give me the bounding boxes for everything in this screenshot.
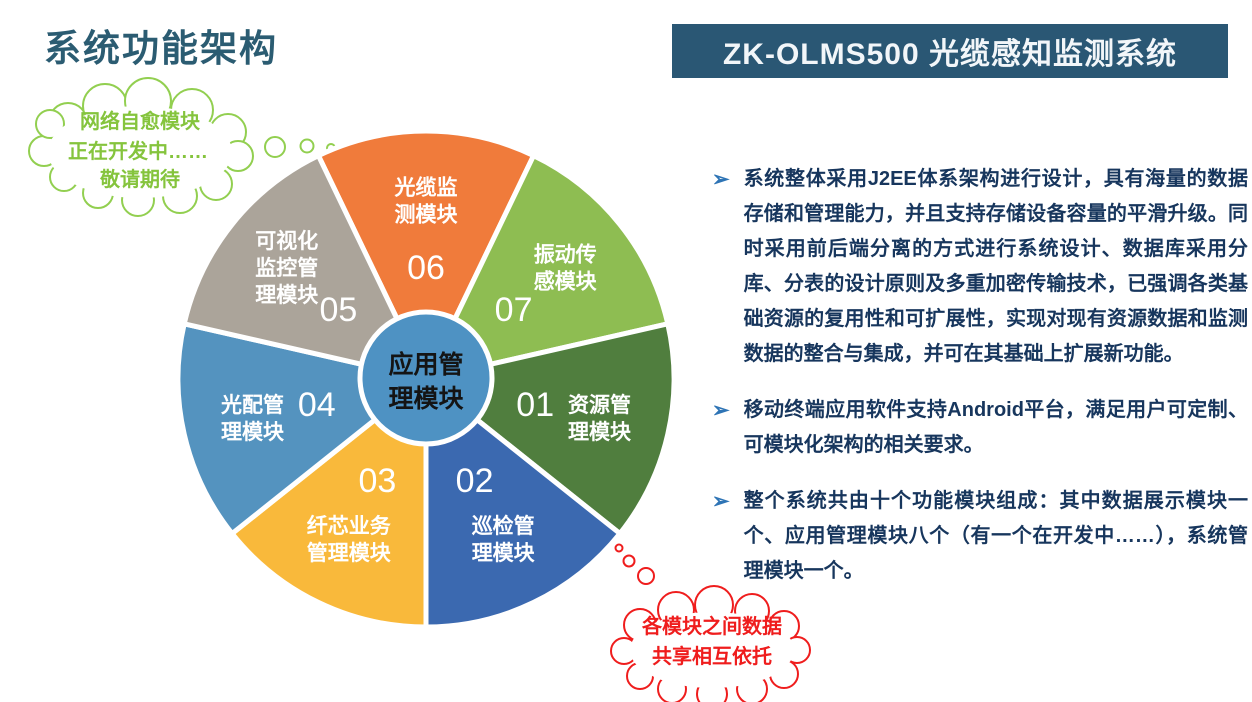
pie-slice-label-04: 理模块 [221,420,285,444]
pie-slice-06 [315,128,537,382]
pie-center-circle [357,309,495,447]
bullet-text-1: 系统整体采用J2EE体系架构进行设计，具有海量的数据存储和管理能力，并且支持存储… [743,168,1248,365]
pie-slice-label-05: 理模块 [255,283,319,307]
pie-slice-number-06: 06 [407,249,445,287]
pie-slice-number-04: 04 [298,386,336,424]
bullet-item-2: ➢ 移动终端应用软件支持Android平台，满足用户可定制、可模块化架构的相关要… [712,393,1248,463]
green-thought-cloud [28,77,254,217]
green-cloud-line-3: 敬请期待 [99,167,180,191]
pie-slice-number-02: 02 [456,462,494,500]
green-cloud-text: 网络自愈模块 正在开发中…… 敬请期待 [68,109,208,191]
bullet-item-1: ➢ 系统整体采用J2EE体系架构进行设计，具有海量的数据存储和管理能力，并且支持… [712,162,1248,372]
pie-slice-label-07: 感模块 [534,270,598,294]
pie-slice-label-01: 理模块 [568,420,632,444]
pie-slice-number-03: 03 [358,462,396,500]
bullet-arrow-icon: ➢ [712,168,730,191]
bullet-item-3: ➢ 整个系统共由十个功能模块组成：其中数据展示模块一个、应用管理模块八个（有一个… [712,484,1248,589]
pie-slice-label-07: 振动传 [534,244,597,267]
bullet-text-3: 整个系统共由十个功能模块组成：其中数据展示模块一个、应用管理模块八个（有一个在开… [743,490,1248,582]
red-thought-trail [614,543,655,585]
product-banner: ZK-OLMS500 光缆感知监测系统 [672,24,1228,78]
pie-slice-label-05: 可视化 [255,229,318,253]
pie-slice-05 [181,153,429,382]
pie-slice-number-05: 05 [319,291,357,329]
pie-slice-02 [423,376,623,630]
red-cloud-line-2: 共享相互依托 [652,644,772,668]
description-bullets: ➢ 系统整体采用J2EE体系架构进行设计，具有海量的数据存储和管理能力，并且支持… [712,162,1248,610]
pie-slice-label-02: 巡检管 [472,514,535,538]
red-cloud-line-1: 各模块之间数据 [641,614,782,638]
pie-slice-label-05: 监控管 [255,256,318,280]
pie-slice-07 [423,153,671,382]
red-thought-cloud [610,585,811,702]
bullet-arrow-icon: ➢ [712,490,730,513]
pie-center-label: 应用管 [388,350,463,379]
page-title: 系统功能架构 [44,28,278,69]
green-cloud-line-1: 网络自愈模块 [80,109,201,133]
red-cloud-text: 各模块之间数据 共享相互依托 [641,614,782,668]
pie-slice-03 [229,376,429,630]
green-cloud-line-2: 正在开发中…… [68,139,208,163]
pie-slice-label-01: 资源管 [568,393,631,417]
pie-slice-number-07: 07 [495,291,533,329]
pie-slice-label-04: 光配管 [220,393,284,417]
bullet-arrow-icon: ➢ [712,399,730,422]
pie-slice-label-03: 纤芯业务 [307,514,392,538]
pie-slice-label-02: 理模块 [472,541,536,565]
pie-center-label: 理模块 [388,384,463,413]
pie-slice-label-06: 测模块 [395,203,459,227]
pie-slice-number-01: 01 [516,386,554,424]
pie-slice-label-03: 管理模块 [307,541,392,565]
pie-slice-label-06: 光缆监 [394,176,458,200]
bullet-text-2: 移动终端应用软件支持Android平台，满足用户可定制、可模块化架构的相关要求。 [743,399,1248,456]
